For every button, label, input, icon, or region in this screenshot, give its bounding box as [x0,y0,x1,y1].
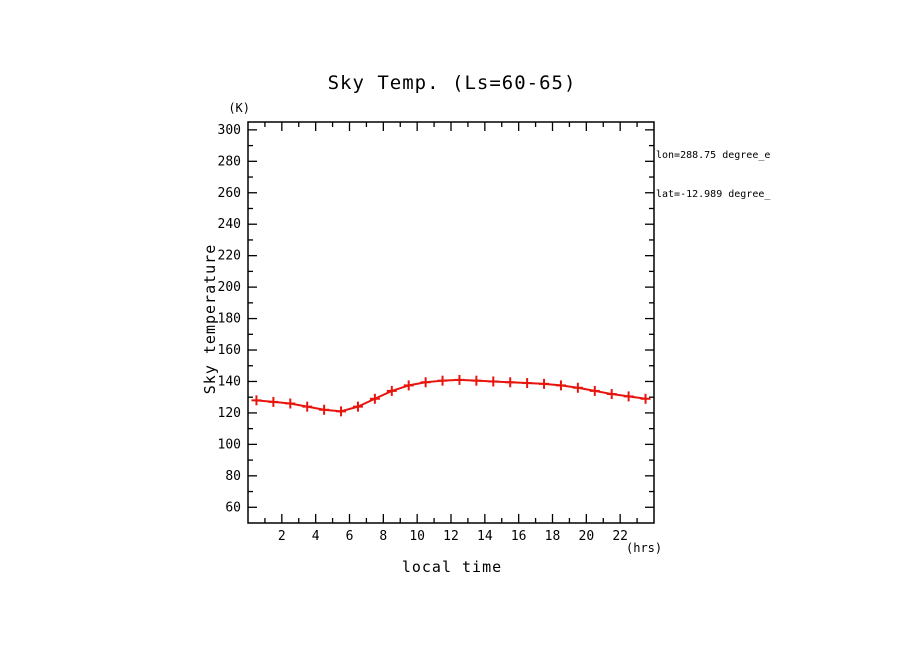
temperature-series-line [256,378,646,413]
x-tick-label: 6 [346,529,354,544]
axis-ticks [248,122,654,523]
y-tick-label: 280 [218,154,241,169]
x-tick-label: 16 [511,529,527,544]
tick-labels: 60 80 100 120 140 160 180 200 220 240 260 280 300 2 4 6… [218,123,628,544]
lat-annotation: lat=-12.989 degree_ [656,189,771,200]
location-annotation: lon=288.75 degree_e lat=-12.989 degree_ [656,123,770,227]
x-tick-label: 2 [278,529,286,544]
y-tick-label: 80 [225,469,241,484]
chart-title: Sky Temp. (Ls=60-65) [327,72,577,94]
x-tick-label: 20 [579,529,595,544]
y-tick-label: 300 [218,123,241,138]
plot-frame [247,121,655,524]
lon-annotation: lon=288.75 degree_e [656,150,771,161]
y-tick-label: 140 [218,374,241,389]
y-tick-label: 240 [218,217,241,232]
x-tick-label: 8 [379,529,387,544]
x-tick-label: 14 [477,529,493,544]
y-tick-label: 120 [218,406,241,421]
x-tick-label: 12 [443,529,459,544]
y-tick-label: 160 [218,343,241,358]
data-markers [251,374,651,417]
y-tick-label: 260 [218,186,241,201]
x-tick-label: 4 [312,529,320,544]
y-tick-label: 220 [218,249,241,264]
x-axis-label: local time [401,558,503,576]
y-tick-label: 180 [218,312,241,327]
y-tick-label: 100 [218,437,241,452]
y-tick-label: 60 [225,500,241,515]
x-axis-unit-label: (hrs) [626,541,663,555]
x-tick-label: 10 [409,529,425,544]
y-axis-unit-label: (K) [228,101,250,115]
y-tick-label: 200 [218,280,241,295]
x-tick-label: 18 [545,529,561,544]
x-tick-label: 22 [612,529,628,544]
